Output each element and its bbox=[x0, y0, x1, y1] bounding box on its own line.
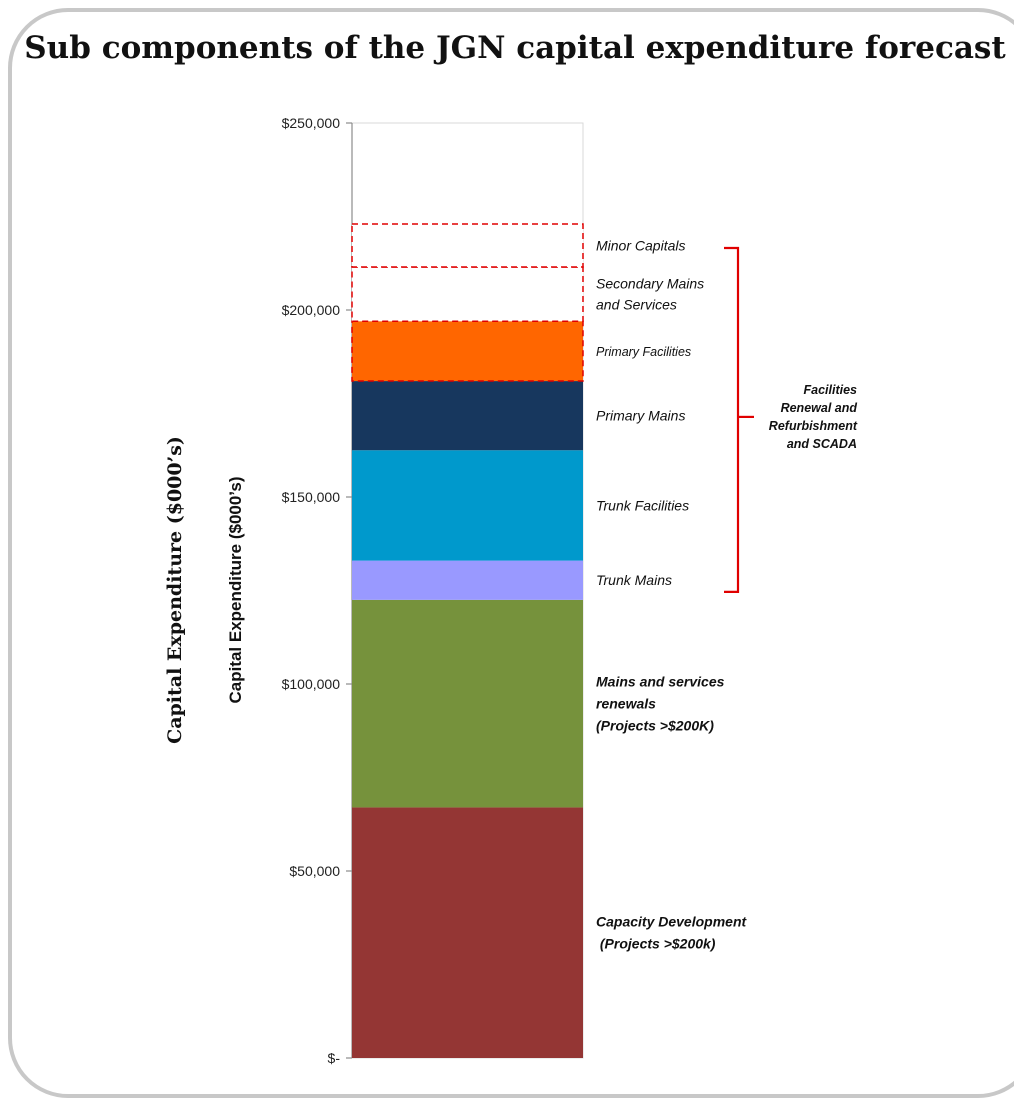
y-tick-label: $250,000 bbox=[282, 115, 341, 131]
bar-segment bbox=[352, 599, 583, 808]
bar-segment bbox=[351, 320, 584, 382]
bar-segment bbox=[352, 450, 583, 561]
segment-label: Minor Capitals bbox=[596, 237, 685, 253]
bar-segment bbox=[351, 266, 584, 322]
segment-label: Mains and services renewals (Projects >$20… bbox=[596, 674, 725, 734]
y-tick-label: $200,000 bbox=[282, 302, 341, 318]
segment-label: Primary Facilities bbox=[596, 345, 691, 359]
y-tick-label: $- bbox=[328, 1050, 341, 1066]
segment-label: Primary Mains bbox=[596, 408, 685, 424]
bar-segment bbox=[352, 381, 583, 451]
segment-label: Trunk Facilities bbox=[596, 497, 689, 513]
bracket-label: Facilities Renewal and Refurbishment and SC… bbox=[769, 383, 858, 451]
y-tick-label: $50,000 bbox=[289, 863, 340, 879]
segment-label: Capacity Development (Projects >$200k) bbox=[596, 914, 747, 952]
y-tick-label: $150,000 bbox=[282, 489, 341, 505]
bar-segment bbox=[351, 223, 584, 268]
segment-label: Trunk Mains bbox=[596, 572, 672, 588]
bracket-line bbox=[724, 246, 740, 593]
chart-title: Sub components of the JGN capital expend… bbox=[24, 30, 1006, 66]
bar-segment bbox=[352, 807, 583, 1058]
y-tick-label: $100,000 bbox=[282, 676, 341, 692]
segment-label: Secondary Mains and Services bbox=[596, 276, 704, 313]
bar-segment bbox=[352, 560, 583, 600]
